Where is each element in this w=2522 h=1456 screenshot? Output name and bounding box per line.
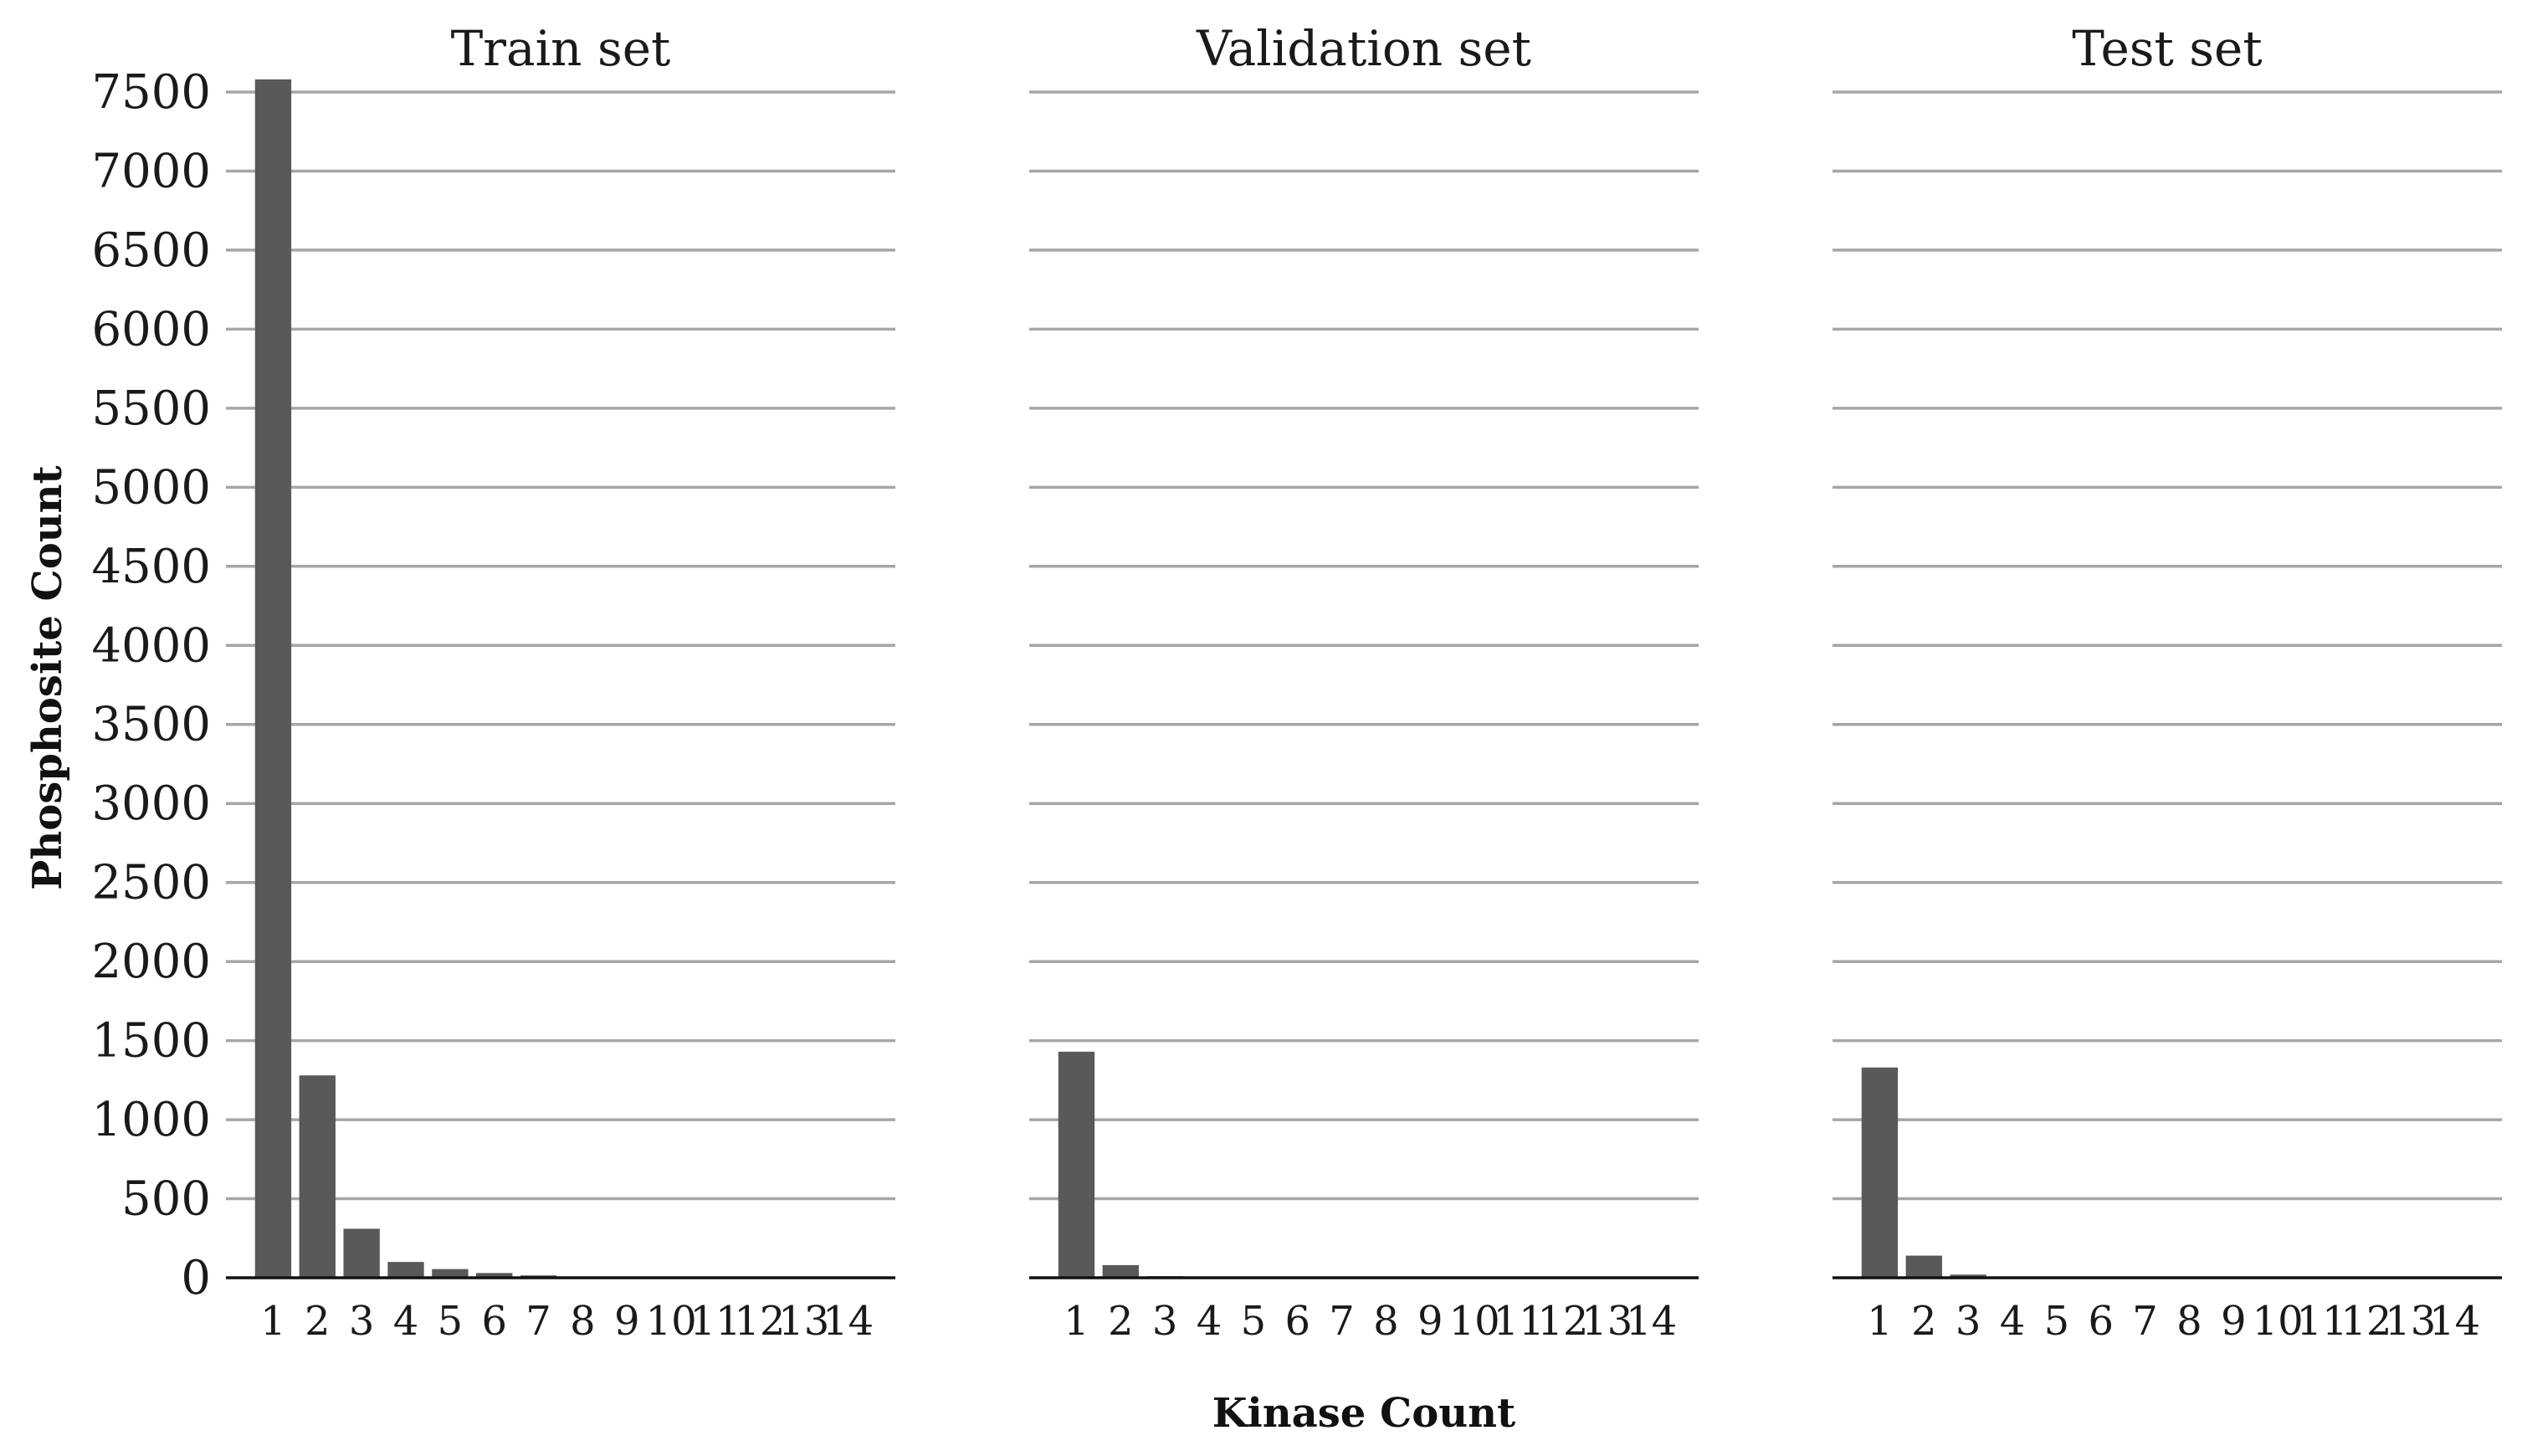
y-tick-label: 1000 — [91, 1093, 211, 1147]
x-tick-label: 2 — [1911, 1298, 1937, 1345]
x-tick-label: 11 — [689, 1298, 741, 1345]
x-tick-label: 3 — [1956, 1298, 1981, 1345]
x-tick-label: 7 — [2132, 1298, 2158, 1345]
y-tick-label: 2000 — [91, 935, 211, 989]
bar — [299, 1075, 336, 1278]
bar — [1950, 1274, 1986, 1278]
bar — [1905, 1255, 1942, 1278]
y-tick-label: 3500 — [91, 698, 211, 752]
x-tick-label: 5 — [438, 1298, 464, 1345]
y-tick-label: 2500 — [91, 856, 211, 910]
panel-1: Train set 0 500 1000 1500 2000 2500 3000 3500 400… — [91, 20, 895, 1345]
y-tick-label: 6000 — [91, 302, 211, 356]
x-tick-label: 1 — [1867, 1298, 1893, 1345]
panel-title: Test set — [2072, 20, 2262, 77]
x-tick-label: 6 — [1284, 1298, 1310, 1345]
x-tick-label: 1 — [1064, 1298, 1089, 1345]
x-tick-label: 4 — [393, 1298, 419, 1345]
x-tick-label: 1 — [260, 1298, 286, 1345]
x-tick-label: 4 — [2000, 1298, 2026, 1345]
bar — [343, 1228, 380, 1278]
y-tick-label: 3000 — [91, 777, 211, 831]
x-tick-label: 6 — [2088, 1298, 2114, 1345]
x-tick-label: 8 — [2176, 1298, 2202, 1345]
x-tick-label: 6 — [481, 1298, 507, 1345]
x-tick-label: 14 — [823, 1298, 874, 1345]
y-tick-label: 5500 — [91, 382, 211, 436]
x-tick-label: 3 — [1152, 1298, 1178, 1345]
bar — [432, 1269, 469, 1278]
bar — [254, 79, 292, 1278]
y-tick-label: 1500 — [91, 1014, 211, 1069]
y-axis-label: Phosphosite Count — [24, 465, 71, 889]
x-tick-label: 10 — [646, 1298, 697, 1345]
x-tick-label: 10 — [2253, 1298, 2304, 1345]
y-tick-label: 6500 — [91, 223, 211, 278]
y-tick-label: 7500 — [91, 65, 211, 120]
x-tick-label: 11 — [1493, 1298, 1544, 1345]
x-tick-label: 13 — [2385, 1298, 2436, 1345]
x-tick-label: 10 — [1449, 1298, 1500, 1345]
panels: Train set 0 500 1000 1500 2000 2500 3000 3500 400… — [91, 20, 2502, 1345]
x-tick-label: 13 — [778, 1298, 829, 1345]
y-tick-label: 4500 — [91, 540, 211, 594]
x-tick-label: 7 — [525, 1298, 551, 1345]
x-tick-label: 12 — [734, 1298, 785, 1345]
x-tick-label: 12 — [1537, 1298, 1588, 1345]
bar — [1861, 1067, 1899, 1278]
x-tick-label: 9 — [614, 1298, 640, 1345]
bar — [1102, 1264, 1139, 1278]
y-tick-label: 500 — [121, 1172, 211, 1227]
panel-title: Validation set — [1196, 20, 1531, 77]
x-tick-label: 2 — [305, 1298, 331, 1345]
y-tick-label: 7000 — [91, 144, 211, 198]
panel-title: Train set — [451, 20, 671, 77]
x-tick-label: 4 — [1197, 1298, 1223, 1345]
x-tick-label: 7 — [1329, 1298, 1355, 1345]
bar — [1058, 1051, 1095, 1278]
x-tick-label: 5 — [1241, 1298, 1267, 1345]
x-tick-label: 11 — [2296, 1298, 2347, 1345]
x-tick-label: 13 — [1581, 1298, 1633, 1345]
x-tick-label: 8 — [570, 1298, 596, 1345]
x-tick-label: 5 — [2044, 1298, 2070, 1345]
y-tick-label: 4000 — [91, 618, 211, 673]
x-tick-label: 2 — [1108, 1298, 1134, 1345]
x-tick-label: 14 — [1626, 1298, 1677, 1345]
y-tick-label: 5000 — [91, 460, 211, 515]
x-tick-label: 9 — [1417, 1298, 1443, 1345]
x-tick-label: 12 — [2340, 1298, 2391, 1345]
y-tick-label: 0 — [181, 1251, 211, 1305]
x-axis-label: Kinase Count — [1212, 1390, 1515, 1437]
x-tick-label: 3 — [349, 1298, 375, 1345]
bar — [476, 1273, 513, 1278]
bar — [387, 1262, 424, 1278]
x-tick-label: 14 — [2429, 1298, 2480, 1345]
x-tick-label: 8 — [1373, 1298, 1399, 1345]
x-tick-label: 9 — [2221, 1298, 2247, 1345]
